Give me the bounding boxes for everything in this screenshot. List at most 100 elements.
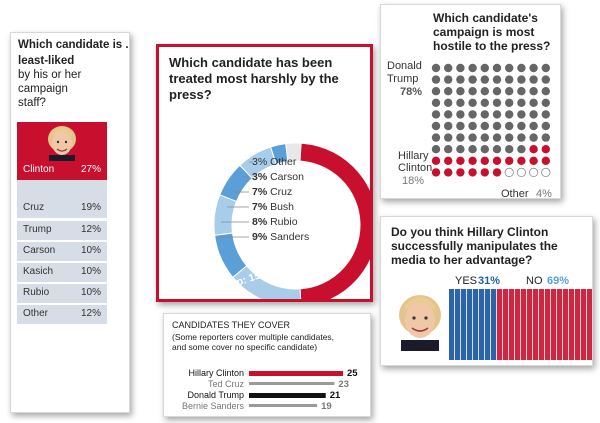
dot-mark bbox=[431, 110, 441, 119]
no-stripe bbox=[527, 289, 533, 360]
card2-title-line1: Which candidate has been bbox=[169, 55, 333, 70]
dot-mark bbox=[517, 75, 526, 84]
yes-pct: 31% bbox=[478, 275, 501, 287]
card2-title: Which candidate has been treated most ha… bbox=[169, 55, 339, 103]
dot-mark bbox=[517, 98, 526, 108]
legend-pct: 7% bbox=[252, 186, 270, 198]
dot-mark bbox=[456, 121, 465, 131]
dot-mark bbox=[480, 168, 489, 177]
cover-bar bbox=[249, 393, 326, 398]
dot-mark bbox=[529, 121, 538, 131]
donut-slice-rubio bbox=[213, 194, 238, 236]
legend-name: Cruz bbox=[270, 186, 292, 198]
row-value: 10% bbox=[80, 266, 101, 277]
dot-mark bbox=[541, 63, 550, 73]
dot-mark bbox=[444, 98, 453, 108]
no-stripe bbox=[539, 289, 545, 360]
dot-mark bbox=[480, 98, 489, 108]
card5-subtitle: (Some reporters cover multiple candidate… bbox=[172, 332, 334, 352]
yes-stripe bbox=[449, 289, 455, 360]
dot-mark bbox=[529, 167, 539, 177]
row-name: Rubio bbox=[23, 287, 50, 298]
legend-name: Rubio bbox=[270, 216, 298, 228]
table-row: Cruz 19% bbox=[17, 199, 107, 218]
dot-mark bbox=[444, 63, 453, 73]
dot-mark bbox=[431, 63, 441, 73]
dot-mark bbox=[468, 156, 477, 165]
clinton-label-line2: Clinton bbox=[398, 162, 433, 174]
card5-heading: CANDIDATES THEY COVER bbox=[172, 320, 291, 330]
least-liked-card: Which candidate is ... least-liked by hi… bbox=[10, 32, 130, 413]
legend-pct: 9% bbox=[252, 231, 270, 243]
table-row: Carson 10% bbox=[17, 242, 107, 261]
table-row: Rubio 10% bbox=[17, 284, 107, 303]
dot-mark bbox=[517, 133, 526, 142]
yes-stripe bbox=[479, 289, 485, 360]
cover-bar-value: 25 bbox=[347, 368, 358, 379]
row-name: Clinton bbox=[23, 164, 55, 175]
dot-mark bbox=[505, 63, 514, 73]
dot-mark bbox=[431, 133, 441, 142]
dot-mark bbox=[431, 75, 441, 84]
legend-item: 3% Other bbox=[252, 156, 297, 168]
dot-mark bbox=[505, 110, 514, 119]
dot-mark bbox=[529, 145, 538, 154]
dot-mark bbox=[480, 110, 489, 119]
no-stripe bbox=[569, 289, 575, 360]
dot-mark bbox=[541, 133, 550, 142]
harshly-treated-card: Which candidate has been treated most ha… bbox=[156, 44, 373, 302]
dot-mark bbox=[517, 110, 526, 119]
dot-mark bbox=[505, 145, 514, 154]
dot-mark bbox=[468, 98, 477, 108]
row-name: Other bbox=[23, 308, 49, 319]
legend-item: 9% Sanders bbox=[252, 231, 309, 243]
card1-title-line5: staff? bbox=[18, 97, 46, 109]
cover-bars: Hillary Clinton 25 Ted Cruz 23 Donald Trump 2… bbox=[182, 368, 358, 412]
donut-slice-clinton bbox=[295, 142, 370, 299]
dot-mark bbox=[480, 156, 489, 165]
legend-pct: 7% bbox=[252, 201, 270, 213]
cover-bar bbox=[249, 371, 343, 376]
no-stripe bbox=[557, 289, 563, 360]
dot-mark bbox=[431, 145, 441, 154]
card3-title-line3: hostile to the press? bbox=[433, 39, 551, 53]
candidates-they-cover-card: CANDIDATES THEY COVER (Some reporters co… bbox=[163, 313, 371, 417]
card1-title-line4: campaign bbox=[18, 83, 68, 95]
table-row: Trump 12% bbox=[17, 221, 107, 240]
no-stripe bbox=[509, 289, 515, 360]
yes-stripe bbox=[491, 289, 497, 360]
cover-bar-name: Hillary Clinton bbox=[188, 368, 244, 378]
dot-mark bbox=[456, 110, 465, 119]
no-stripe bbox=[497, 289, 503, 360]
legend-item: 3% Carson bbox=[252, 171, 304, 183]
dot-mark bbox=[468, 133, 477, 142]
clinton-avatar bbox=[48, 126, 76, 161]
dot-mark bbox=[517, 87, 526, 96]
dot-mark bbox=[492, 145, 502, 154]
other-pct: 4% bbox=[536, 188, 552, 199]
yes-label: YES bbox=[455, 275, 478, 287]
dot-mark bbox=[480, 75, 489, 84]
dot-mark bbox=[529, 133, 538, 142]
other-label: Other bbox=[501, 188, 529, 199]
no-stripe bbox=[551, 289, 557, 360]
card4-title-line2: successfully manipulates the bbox=[391, 239, 558, 253]
dot-mark bbox=[444, 75, 453, 84]
dot-mark bbox=[529, 156, 538, 165]
dot-mark bbox=[541, 87, 550, 96]
dot-mark bbox=[492, 156, 502, 165]
dot-mark bbox=[456, 75, 465, 84]
cover-bar-value: 21 bbox=[330, 390, 341, 401]
dot-mark bbox=[541, 121, 550, 131]
dot-mark bbox=[504, 167, 514, 177]
dot-mark bbox=[529, 63, 538, 73]
dot-mark bbox=[517, 156, 526, 165]
dot-mark bbox=[541, 110, 550, 119]
dot-mark bbox=[431, 156, 441, 165]
dot-mark bbox=[431, 87, 441, 96]
cover-bar-value: 23 bbox=[338, 379, 349, 390]
card3-title-line1: Which candidate's bbox=[433, 11, 538, 25]
no-stripe bbox=[515, 289, 521, 360]
yes-stripe bbox=[461, 289, 467, 360]
